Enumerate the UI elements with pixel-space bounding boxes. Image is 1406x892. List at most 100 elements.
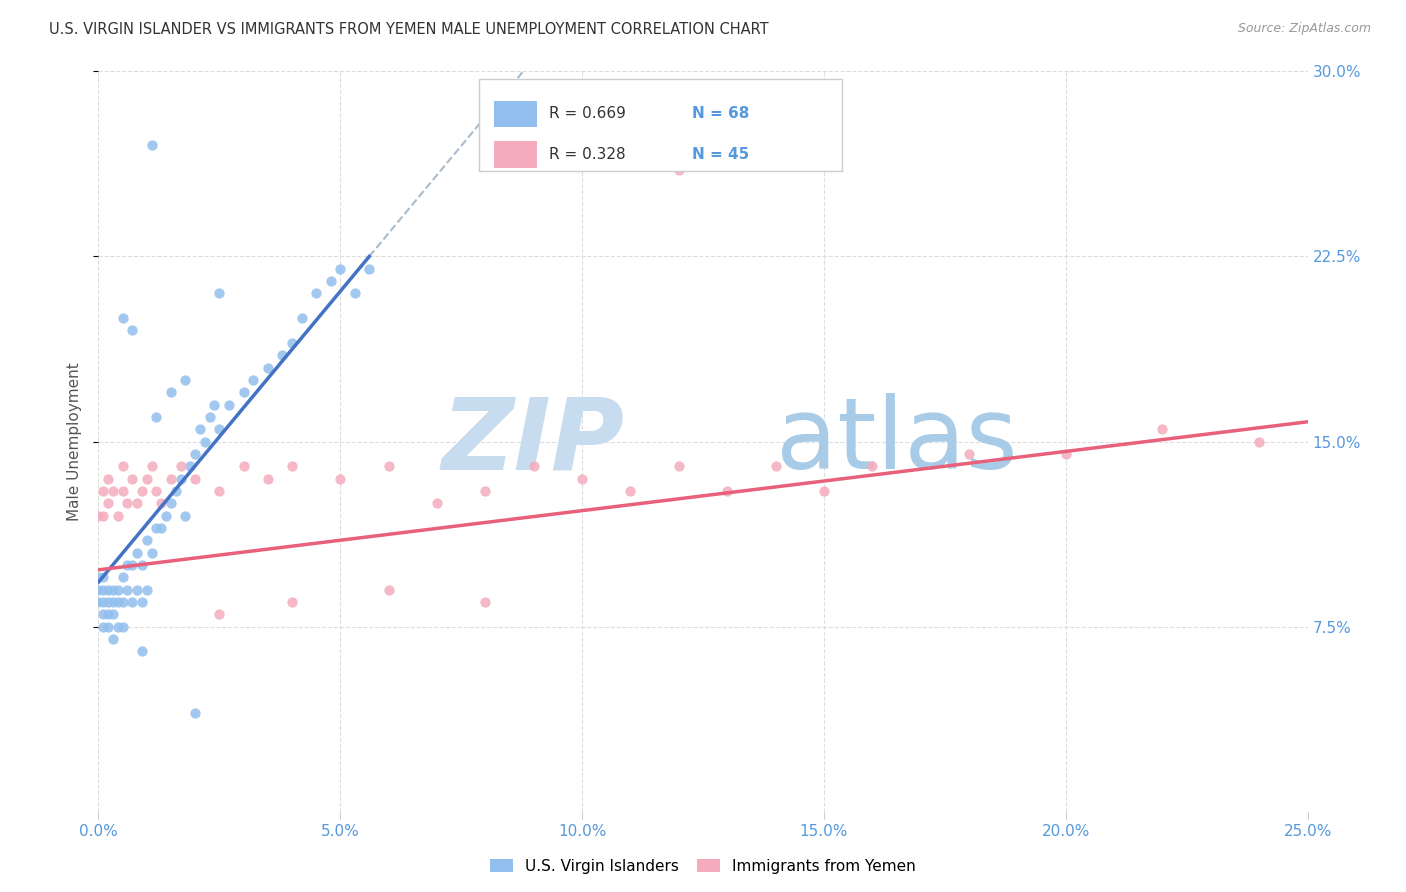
Point	[121, 558, 143, 572]
Point	[281, 459, 304, 474]
Point	[117, 582, 139, 597]
Text: U.S. VIRGIN ISLANDER VS IMMIGRANTS FROM YEMEN MALE UNEMPLOYMENT CORRELATION CHAR: U.S. VIRGIN ISLANDER VS IMMIGRANTS FROM …	[49, 22, 769, 37]
Point	[127, 582, 149, 597]
Point	[150, 521, 173, 535]
Text: Source: ZipAtlas.com: Source: ZipAtlas.com	[1237, 22, 1371, 36]
Point	[319, 274, 342, 288]
Point	[860, 459, 883, 474]
Text: atlas: atlas	[776, 393, 1017, 490]
Point	[101, 483, 124, 498]
Point	[208, 607, 231, 622]
Point	[281, 335, 304, 350]
Point	[359, 261, 381, 276]
Point	[716, 483, 738, 498]
Point	[87, 570, 110, 584]
Text: N = 45: N = 45	[692, 147, 749, 162]
Point	[101, 595, 124, 609]
Point	[117, 558, 139, 572]
Point	[101, 607, 124, 622]
Point	[179, 459, 201, 474]
Point	[97, 471, 120, 485]
Point	[160, 496, 183, 510]
Point	[1152, 422, 1174, 436]
Y-axis label: Male Unemployment: Male Unemployment	[67, 362, 83, 521]
Point	[160, 385, 183, 400]
Point	[619, 483, 641, 498]
Point	[111, 459, 134, 474]
Point	[101, 632, 124, 646]
Point	[107, 508, 129, 523]
Point	[256, 471, 278, 485]
Point	[135, 533, 157, 548]
Point	[91, 508, 114, 523]
Point	[281, 595, 304, 609]
Point	[169, 471, 191, 485]
Point	[155, 508, 177, 523]
Point	[668, 163, 690, 178]
Point	[198, 409, 221, 424]
FancyBboxPatch shape	[479, 78, 842, 171]
Text: R = 0.328: R = 0.328	[550, 147, 626, 162]
Point	[184, 706, 207, 720]
Text: N = 68: N = 68	[692, 106, 749, 121]
Point	[208, 286, 231, 301]
Point	[290, 311, 312, 326]
FancyBboxPatch shape	[494, 141, 537, 168]
Point	[329, 471, 352, 485]
Point	[145, 409, 167, 424]
Point	[141, 546, 163, 560]
Point	[165, 483, 187, 498]
Point	[107, 595, 129, 609]
Point	[91, 607, 114, 622]
Point	[188, 422, 211, 436]
Point	[377, 582, 399, 597]
Point	[208, 422, 231, 436]
Point	[169, 459, 191, 474]
Point	[174, 508, 197, 523]
Point	[194, 434, 217, 449]
Point	[107, 619, 129, 633]
Point	[91, 570, 114, 584]
Point	[141, 459, 163, 474]
Point	[184, 471, 207, 485]
Point	[160, 471, 183, 485]
Text: ZIP: ZIP	[441, 393, 624, 490]
Point	[97, 496, 120, 510]
Point	[111, 483, 134, 498]
Point	[127, 496, 149, 510]
Point	[111, 311, 134, 326]
Point	[127, 546, 149, 560]
Point	[91, 483, 114, 498]
Point	[232, 385, 254, 400]
Point	[1054, 447, 1077, 461]
Point	[131, 483, 153, 498]
Point	[141, 138, 163, 153]
Point	[111, 570, 134, 584]
Point	[97, 607, 120, 622]
FancyBboxPatch shape	[494, 101, 537, 128]
Point	[765, 459, 787, 474]
Point	[150, 496, 173, 510]
Point	[957, 447, 980, 461]
Text: R = 0.669: R = 0.669	[550, 106, 626, 121]
Point	[242, 373, 264, 387]
Point	[426, 496, 449, 510]
Point	[571, 471, 593, 485]
Point	[135, 471, 157, 485]
Point	[208, 483, 231, 498]
Point	[523, 459, 546, 474]
Point	[271, 348, 294, 362]
Point	[91, 582, 114, 597]
Point	[218, 398, 240, 412]
Legend: U.S. Virgin Islanders, Immigrants from Yemen: U.S. Virgin Islanders, Immigrants from Y…	[484, 853, 922, 880]
Point	[91, 619, 114, 633]
Point	[87, 582, 110, 597]
Point	[131, 595, 153, 609]
Point	[131, 644, 153, 658]
Point	[131, 558, 153, 572]
Point	[474, 595, 496, 609]
Point	[87, 595, 110, 609]
Point	[87, 508, 110, 523]
Point	[121, 471, 143, 485]
Point	[121, 324, 143, 338]
